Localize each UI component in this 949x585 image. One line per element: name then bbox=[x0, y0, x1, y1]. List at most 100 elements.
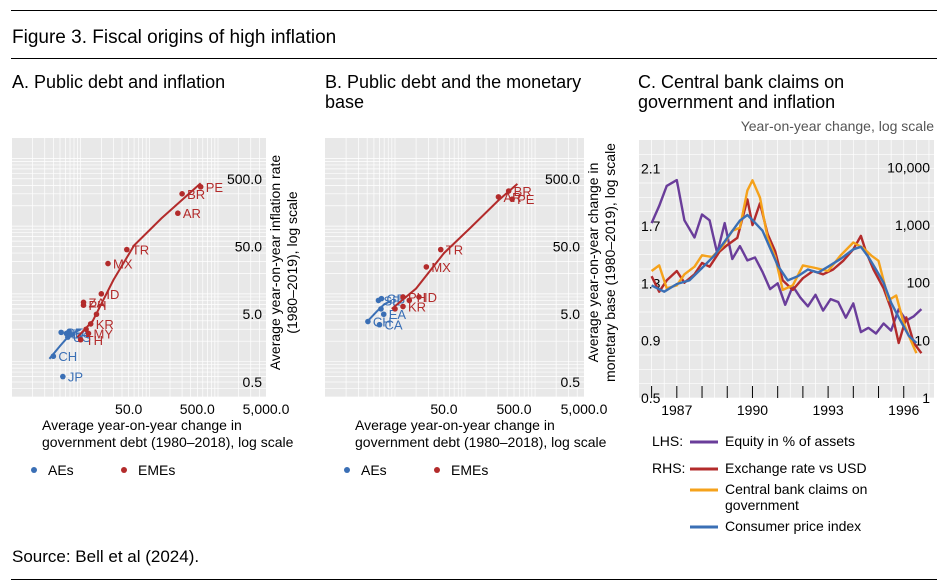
panel-a-point-label: MX bbox=[113, 257, 133, 272]
panel-c-right-tick-label: 10 bbox=[914, 332, 930, 348]
panel-a-point-aes bbox=[58, 329, 64, 336]
panel-c-x-tick-label: 1987 bbox=[661, 402, 692, 418]
panel-a-x-axis-title-line: government debt (1980–2018), log scale bbox=[42, 434, 294, 450]
panel-b-y-tick-label: 0.5 bbox=[561, 374, 581, 390]
panel-c-legend-label: Equity in % of assets bbox=[725, 433, 855, 449]
panel-b-y-axis-title-line: monetary base (1980–2019), log scale bbox=[602, 143, 618, 382]
panel-c-line-consumer-price-index bbox=[651, 213, 918, 344]
panel-a-y-tick-label: 500.0 bbox=[227, 171, 262, 187]
panel-b-title: B. Public debt and the monetary base bbox=[325, 72, 582, 112]
panel-b-point-emes bbox=[406, 297, 413, 304]
panel-a-y-tick-label: 50.0 bbox=[235, 239, 262, 255]
panel-c-legend-label: Exchange rate vs USD bbox=[725, 460, 867, 476]
panel-c-right-tick-label: 1,000 bbox=[895, 217, 930, 233]
panel-c-right-tick-label: 10,000 bbox=[887, 159, 930, 175]
panel-b-point-label: PE bbox=[517, 192, 535, 207]
panel-b-point-emes bbox=[505, 188, 512, 194]
panel-b-point-label: KR bbox=[408, 300, 426, 315]
panel-a-point-emes bbox=[175, 210, 181, 217]
panel-c-left-tick-label: 0.9 bbox=[641, 333, 661, 349]
panel-b-point-label: BR bbox=[514, 184, 532, 199]
panel-a-point-label: ID bbox=[106, 287, 119, 302]
panel-c-legend-axis-label: RHS: bbox=[652, 460, 685, 476]
panel-a-point-emes bbox=[197, 184, 204, 190]
panel-b-point-label: GB bbox=[386, 292, 405, 307]
panel-a-point-label: KR bbox=[96, 317, 114, 332]
panel-c-line-equity-in-of-assets bbox=[650, 178, 923, 335]
panel-b-point-label: TR bbox=[446, 243, 463, 258]
title-rule bbox=[11, 58, 937, 59]
panel-a-point-emes bbox=[98, 291, 105, 297]
panel-b-point-emes bbox=[509, 196, 515, 202]
panel-a-y-axis-title-line: Average year-on-year inflation rate bbox=[267, 155, 283, 371]
panel-a-point-label: BR bbox=[187, 187, 205, 202]
panel-c-legend-label: Central bank claims on government bbox=[725, 481, 867, 513]
panel-b-y-axis-title-line: Average year-on-year change in bbox=[585, 163, 601, 363]
panel-a-point-label: JP bbox=[68, 370, 83, 385]
panel-b-y-tick-label: 5.0 bbox=[561, 306, 581, 322]
panel-a-x-tick-label: 500.0 bbox=[180, 401, 215, 417]
panel-c-legend-label-line: Central bank claims on bbox=[725, 481, 867, 497]
panel-a-point-aes bbox=[68, 331, 74, 338]
panel-b-point-emes bbox=[416, 294, 422, 300]
panel-a-title: A. Public debt and inflation bbox=[12, 72, 226, 92]
panel-a-x-axis-title-line: Average year-on-year change in bbox=[42, 417, 242, 433]
panel-b-x-axis-title-line: Average year-on-year change in bbox=[355, 417, 555, 433]
panel-c-legend-label: Consumer price index bbox=[725, 518, 861, 534]
panel-c-subtitle: Year-on-year change, log scale bbox=[741, 118, 934, 134]
panel-b-x-tick-label: 500.0 bbox=[496, 401, 531, 417]
panel-a-y-tick-label: 5.0 bbox=[243, 306, 263, 322]
panel-b-y-axis-title: Average year-on-year change inmonetary b… bbox=[585, 143, 618, 382]
panel-b-legend-label: EMEs bbox=[451, 462, 488, 478]
panel-b-fit-line-emes bbox=[391, 183, 519, 310]
panel-b-point-emes bbox=[400, 294, 406, 300]
panel-a-point-label: TH bbox=[86, 333, 103, 348]
figure-title: Figure 3. Fiscal origins of high inflati… bbox=[12, 27, 337, 48]
panel-a-y-axis-title-line: (1980–2019), log scale bbox=[284, 191, 300, 334]
panel-b-point-emes bbox=[392, 306, 398, 312]
panel-a-fit-line-aes bbox=[48, 328, 82, 360]
panel-b-point-emes bbox=[495, 194, 502, 200]
panel-a-y-tick-label: 0.5 bbox=[243, 374, 263, 390]
panel-b-legend-marker bbox=[434, 467, 440, 473]
panel-c-line-exchange-rate-vs-usd bbox=[650, 198, 923, 354]
panel-b-point-label: MX bbox=[431, 260, 451, 275]
panel-b-point-aes bbox=[365, 318, 371, 325]
panel-a-legend-label: EMEs bbox=[138, 462, 175, 478]
panel-c-legend-label-line: government bbox=[725, 497, 799, 513]
panel-b-y-tick-label: 50.0 bbox=[553, 239, 580, 255]
panel-a-y-axis-title: Average year-on-year inflation rate(1980… bbox=[267, 155, 300, 371]
panel-a-fit-line-emes bbox=[76, 182, 202, 338]
panel-a-point-emes bbox=[77, 336, 84, 343]
panel-a-point-label: AR bbox=[183, 206, 201, 221]
panel-a-point-label: MY bbox=[93, 326, 113, 341]
panel-a-x-axis-title: Average year-on-year change in government… bbox=[42, 417, 294, 450]
panel-c-legend-axis-label: LHS: bbox=[652, 433, 683, 449]
panel-a-point-aes bbox=[60, 373, 66, 380]
panel-a-point-label: ZA bbox=[89, 295, 106, 310]
panel-a-point-label: CH bbox=[58, 349, 77, 364]
panel-a-point-label: PH bbox=[89, 298, 107, 313]
panel-b-point-label: CA bbox=[384, 318, 402, 333]
panel-b-point-emes bbox=[423, 264, 430, 270]
panel-a-legend-marker bbox=[121, 467, 127, 473]
panel-b-point-label: EA bbox=[389, 307, 407, 322]
panel-b-point-emes bbox=[437, 246, 444, 253]
source-note: Source: Bell et al (2024). bbox=[12, 547, 200, 566]
panel-b-y-tick-label: 500.0 bbox=[545, 171, 580, 187]
panel-b-x-axis-title: Average year-on-year change in government… bbox=[355, 417, 607, 450]
panel-a-legend-label: AEs bbox=[48, 462, 74, 478]
panel-b-point-emes bbox=[400, 303, 406, 310]
panel-a-point-aes bbox=[50, 353, 57, 360]
panel-b-point-label: PH bbox=[408, 290, 426, 305]
panel-b-x-axis-title-line: government debt (1980–2018), log scale bbox=[355, 434, 607, 450]
panel-b-point-aes bbox=[376, 321, 383, 328]
panel-b-point-aes bbox=[378, 306, 384, 312]
panel-b-legend-label: AEs bbox=[361, 462, 387, 478]
panel-c-x-tick-label: 1993 bbox=[813, 402, 844, 418]
panel-c-left-tick-label: 2.1 bbox=[641, 161, 661, 177]
panel-a-point-emes bbox=[124, 246, 130, 253]
panel-c-x-tick-label: 1990 bbox=[737, 402, 768, 418]
panel-c-left-tick-label: 0.5 bbox=[641, 390, 661, 406]
